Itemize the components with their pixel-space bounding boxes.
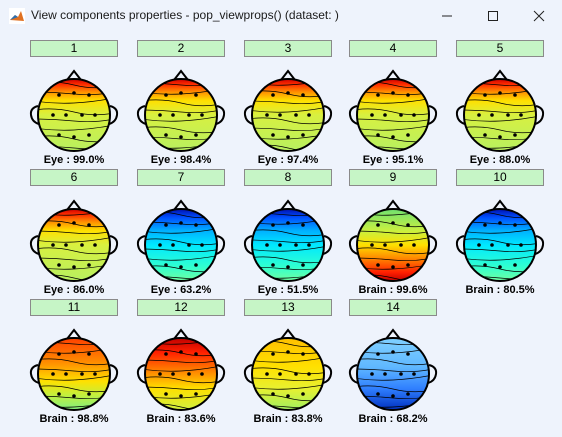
component-label-9: Brain : 99.6% <box>358 284 428 296</box>
topo-map-14[interactable] <box>338 322 448 422</box>
component-label-8: Eye : 51.5% <box>257 284 319 296</box>
component-button-9[interactable]: 9 <box>349 169 437 186</box>
close-button[interactable] <box>516 0 562 32</box>
component-label-10: Brain : 80.5% <box>465 284 535 296</box>
minimize-button[interactable] <box>424 0 470 32</box>
component-button-8[interactable]: 8 <box>244 169 332 186</box>
component-label-1: Eye : 99.0% <box>43 154 105 166</box>
component-label-13: Brain : 83.8% <box>253 413 323 425</box>
component-label-3: Eye : 97.4% <box>257 154 319 166</box>
close-icon <box>533 10 545 22</box>
matlab-icon <box>9 8 25 24</box>
component-button-11[interactable]: 11 <box>30 299 118 316</box>
component-label-12: Brain : 83.6% <box>146 413 216 425</box>
topo-map-8[interactable] <box>233 193 343 293</box>
window-title: View components properties - pop_viewpro… <box>31 8 339 22</box>
topo-map-1[interactable] <box>19 63 129 163</box>
component-button-14[interactable]: 14 <box>349 299 437 316</box>
component-button-6[interactable]: 6 <box>30 169 118 186</box>
component-label-7: Eye : 63.2% <box>150 284 212 296</box>
component-button-12[interactable]: 12 <box>137 299 225 316</box>
maximize-button[interactable] <box>470 0 516 32</box>
component-label-5: Eye : 88.0% <box>469 154 531 166</box>
component-button-4[interactable]: 4 <box>349 40 437 57</box>
topo-map-12[interactable] <box>126 322 236 422</box>
maximize-icon <box>488 11 498 21</box>
component-button-2[interactable]: 2 <box>137 40 225 57</box>
topo-map-7[interactable] <box>126 193 236 293</box>
component-label-14: Brain : 68.2% <box>358 413 428 425</box>
component-button-7[interactable]: 7 <box>137 169 225 186</box>
minimize-icon <box>442 15 452 17</box>
topo-map-3[interactable] <box>233 63 343 163</box>
topo-map-2[interactable] <box>126 63 236 163</box>
topo-map-4[interactable] <box>338 63 448 163</box>
topo-map-10[interactable] <box>445 193 555 293</box>
component-label-2: Eye : 98.4% <box>150 154 212 166</box>
component-button-13[interactable]: 13 <box>244 299 332 316</box>
component-button-10[interactable]: 10 <box>456 169 544 186</box>
component-button-5[interactable]: 5 <box>456 40 544 57</box>
topo-map-13[interactable] <box>233 322 343 422</box>
component-label-11: Brain : 98.8% <box>39 413 109 425</box>
component-button-1[interactable]: 1 <box>30 40 118 57</box>
topo-map-5[interactable] <box>445 63 555 163</box>
component-button-3[interactable]: 3 <box>244 40 332 57</box>
topo-map-6[interactable] <box>19 193 129 293</box>
topo-map-11[interactable] <box>19 322 129 422</box>
component-label-6: Eye : 86.0% <box>43 284 105 296</box>
topo-map-9[interactable] <box>338 193 448 293</box>
component-label-4: Eye : 95.1% <box>362 154 424 166</box>
title-bar: View components properties - pop_viewpro… <box>0 0 562 32</box>
